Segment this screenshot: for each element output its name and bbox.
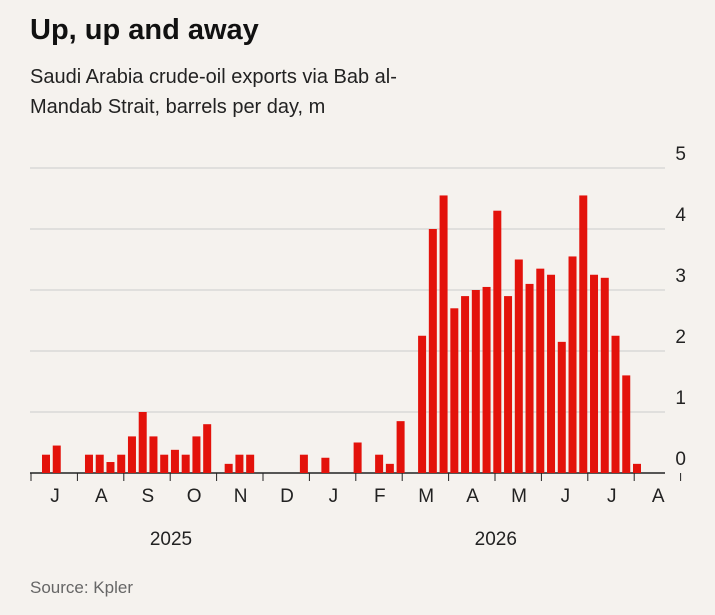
bar xyxy=(42,454,50,473)
bar xyxy=(557,341,566,473)
x-tick-label: A xyxy=(466,486,479,507)
x-tick-label: M xyxy=(418,486,434,507)
x-tick-label: M xyxy=(511,486,527,507)
bar xyxy=(385,463,394,473)
chart-title: Up, up and away xyxy=(30,14,259,46)
bar xyxy=(482,286,491,473)
y-tick-label: 5 xyxy=(675,144,686,165)
bar xyxy=(106,462,115,473)
bar xyxy=(127,436,136,473)
bar xyxy=(590,274,599,473)
bar xyxy=(600,277,609,473)
y-tick-label: 2 xyxy=(675,327,686,348)
bar xyxy=(493,210,502,473)
bar xyxy=(461,296,470,473)
bar xyxy=(568,256,577,473)
bar xyxy=(611,335,620,473)
bar xyxy=(138,412,147,473)
bar xyxy=(224,463,233,473)
bar xyxy=(428,229,437,473)
source-note: Source: Kpler xyxy=(30,578,133,597)
y-tick-label: 4 xyxy=(675,205,686,226)
x-tick-label: D xyxy=(280,486,294,507)
chart-subtitle: Saudi Arabia crude-oil exports via Bab a… xyxy=(30,66,397,118)
bar xyxy=(622,375,631,473)
bar xyxy=(149,436,158,473)
x-tick-label: A xyxy=(95,486,108,507)
bar xyxy=(375,454,384,473)
bar xyxy=(246,454,255,473)
year-label: 2025 xyxy=(150,529,192,550)
bar xyxy=(439,195,448,473)
x-tick-label: F xyxy=(374,486,386,507)
x-tick-label: J xyxy=(561,486,571,507)
bar xyxy=(514,259,523,473)
bar xyxy=(160,454,169,473)
bar xyxy=(95,454,104,473)
bar xyxy=(547,274,556,473)
bar xyxy=(353,442,362,473)
x-tick-label: S xyxy=(141,486,154,507)
bar xyxy=(579,195,588,473)
x-tick-label: N xyxy=(234,486,248,507)
bar xyxy=(525,283,534,473)
bar xyxy=(203,424,212,473)
y-tick-label: 0 xyxy=(675,449,686,470)
year-label: 2026 xyxy=(475,529,517,550)
bar xyxy=(299,454,308,473)
bar xyxy=(418,335,427,473)
x-tick-label: J xyxy=(607,486,617,507)
plot: 0 1 2 3 4 5 J A S O N D J F M A M J J A 2025 2026 xyxy=(30,144,686,550)
bar xyxy=(450,308,459,473)
x-tick-label: A xyxy=(652,486,665,507)
bar xyxy=(52,445,61,473)
bar xyxy=(536,268,545,473)
bar xyxy=(117,454,126,473)
bar xyxy=(192,436,201,473)
x-tick-label: O xyxy=(187,486,202,507)
y-tick-label: 3 xyxy=(675,266,686,287)
bar xyxy=(321,457,330,473)
bar xyxy=(181,454,190,473)
bar xyxy=(633,463,641,473)
bar xyxy=(170,449,179,473)
bar xyxy=(396,421,405,473)
y-tick-label: 1 xyxy=(675,388,686,409)
bar xyxy=(84,454,93,473)
x-tick-label: J xyxy=(50,486,60,507)
bar xyxy=(235,454,244,473)
bar xyxy=(504,296,513,473)
bar xyxy=(471,290,480,473)
x-tick-label: J xyxy=(329,486,339,507)
